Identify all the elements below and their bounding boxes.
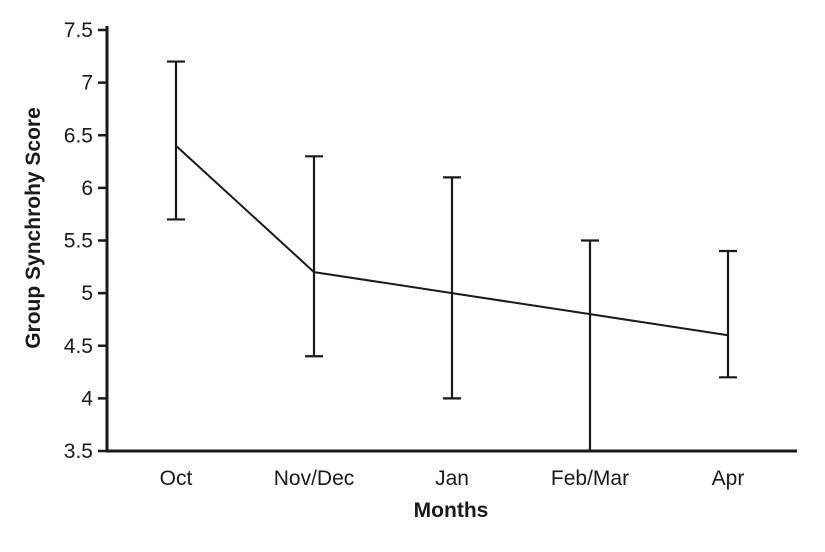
y-tick-label: 5 xyxy=(81,282,93,305)
y-tick-label: 7 xyxy=(81,72,93,95)
y-tick-label: 5.5 xyxy=(64,230,93,253)
y-tick-label: 7.5 xyxy=(64,19,93,42)
y-tick-label: 6.5 xyxy=(64,124,93,147)
x-category-label: Nov/Dec xyxy=(274,467,355,490)
y-axis-title: Group Synchrohy Score xyxy=(22,107,45,349)
x-axis-title: Months xyxy=(414,499,489,522)
x-category-label: Jan xyxy=(435,467,469,490)
y-tick-label: 6 xyxy=(81,177,93,200)
x-category-label: Apr xyxy=(712,467,745,490)
x-category-label: Oct xyxy=(160,467,193,490)
y-tick-label: 4.5 xyxy=(64,335,93,358)
y-tick-label: 4 xyxy=(81,387,93,410)
x-category-label: Feb/Mar xyxy=(551,467,629,490)
data-line xyxy=(175,144,729,337)
plot-area: 3.5 4 4.5 5 5.5 6 6.5 7 7.5 Oct Nov/Dec Jan Feb/Mar A… xyxy=(64,19,797,490)
y-tick-label: 3.5 xyxy=(64,440,93,463)
